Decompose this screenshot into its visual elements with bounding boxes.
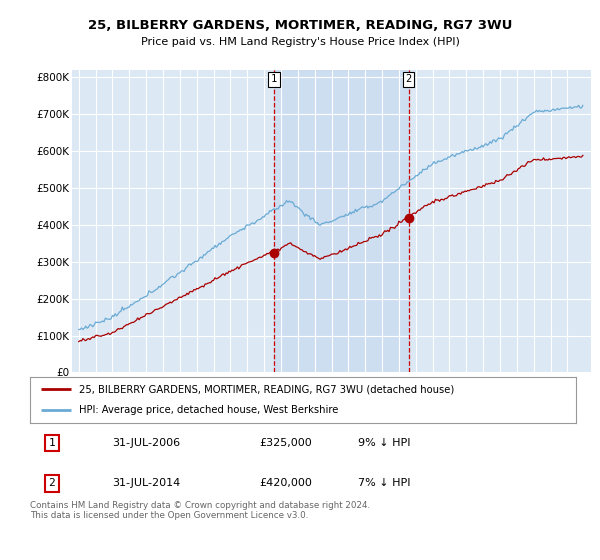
Text: 25, BILBERRY GARDENS, MORTIMER, READING, RG7 3WU: 25, BILBERRY GARDENS, MORTIMER, READING,… — [88, 18, 512, 32]
Text: 25, BILBERRY GARDENS, MORTIMER, READING, RG7 3WU (detached house): 25, BILBERRY GARDENS, MORTIMER, READING,… — [79, 384, 454, 394]
Text: 31-JUL-2006: 31-JUL-2006 — [112, 438, 180, 448]
Text: Price paid vs. HM Land Registry's House Price Index (HPI): Price paid vs. HM Land Registry's House … — [140, 37, 460, 47]
Text: 9% ↓ HPI: 9% ↓ HPI — [358, 438, 410, 448]
Text: £420,000: £420,000 — [259, 478, 312, 488]
Text: 31-JUL-2014: 31-JUL-2014 — [112, 478, 180, 488]
Bar — [274, 70, 409, 372]
Text: Contains HM Land Registry data © Crown copyright and database right 2024.
This d: Contains HM Land Registry data © Crown c… — [30, 501, 370, 520]
Text: 2: 2 — [49, 478, 55, 488]
Text: HPI: Average price, detached house, West Berkshire: HPI: Average price, detached house, West… — [79, 405, 338, 416]
Text: 1: 1 — [271, 74, 277, 84]
Text: 2: 2 — [406, 74, 412, 84]
Text: £325,000: £325,000 — [259, 438, 312, 448]
Text: 7% ↓ HPI: 7% ↓ HPI — [358, 478, 410, 488]
Text: 1: 1 — [49, 438, 55, 448]
